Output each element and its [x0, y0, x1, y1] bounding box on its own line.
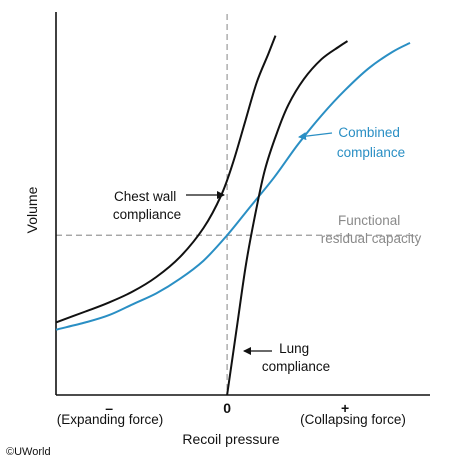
lung-label: Lung compliance	[262, 341, 330, 374]
series-line-lung	[226, 40, 349, 396]
combined-label: Combined compliance	[337, 125, 405, 160]
y-axis-title: Volume	[24, 186, 40, 233]
chest-wall-label: Chest wall compliance	[113, 189, 181, 222]
combined-arrow	[298, 132, 333, 141]
expanding-force-caption: (Expanding force)	[57, 412, 164, 427]
x-tick-label-plus: +	[341, 400, 349, 416]
series-line-combined	[55, 42, 411, 331]
frc-label: Functional residual capacity	[321, 213, 422, 246]
x-tick-label-zero: 0	[223, 400, 231, 416]
uworld-credit: ©UWorld	[6, 446, 51, 458]
collapsing-force-caption: (Collapsing force)	[300, 412, 406, 427]
series-line-chest-wall	[55, 35, 277, 324]
x-axis-title: Recoil pressure	[182, 431, 279, 447]
x-tick-label-minus: –	[105, 400, 113, 416]
